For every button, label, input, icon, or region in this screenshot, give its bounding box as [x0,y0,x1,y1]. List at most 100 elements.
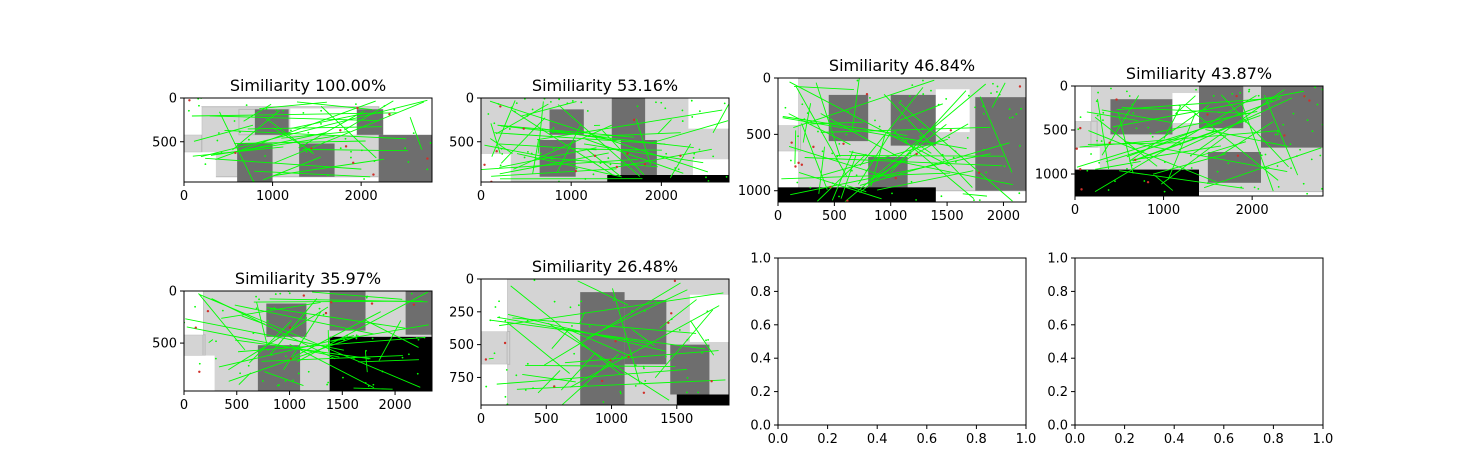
keypoint [643,367,645,370]
keypoint-unmatched [679,154,682,157]
match-line [804,157,1003,167]
floorplan-void-area [607,175,729,182]
keypoint [530,152,533,155]
keypoint-unmatched [1308,99,1311,102]
keypoint [1277,185,1280,188]
x-tick-label: 500 [822,209,847,224]
keypoint [1319,154,1322,157]
keypoint [381,370,384,373]
x-tick-label: 2000 [645,189,678,204]
x-tick-label: 1000 [256,189,289,204]
keypoint-unmatched [1283,134,1286,137]
keypoint [493,122,496,125]
match-line [228,306,329,371]
keypoint [494,306,497,308]
keypoint-unmatched [198,370,201,374]
keypoint [255,295,257,298]
keypoint [204,163,207,166]
keypoint-unmatched [1134,158,1137,162]
keypoint [1270,99,1273,102]
match-line [364,350,368,373]
keypoint [275,109,278,112]
y-tick-label: 500 [152,135,177,150]
keypoint [974,106,977,109]
keypoint [307,131,310,134]
match-line [484,144,556,160]
x-tick-label: 1000 [555,189,588,204]
match-line [801,123,828,190]
keypoint [1135,127,1138,130]
keypoint-unmatched [1206,113,1209,116]
keypoint-unmatched [609,359,612,362]
keypoint [360,149,363,152]
keypoint [247,364,250,367]
keypoint [355,334,358,337]
keypoint [338,353,341,356]
keypoint-unmatched [614,340,617,343]
keypoint [996,91,998,93]
x-tick-label: 0.0 [1065,432,1086,447]
y-tick-label: 250 [449,305,474,320]
keypoint-unmatched [574,169,578,173]
keypoint [523,156,526,159]
y-tick-label: 1000 [1035,168,1068,183]
keypoint [1204,108,1207,111]
keypoint [1306,192,1309,195]
match-line [1220,94,1289,168]
floorplan-room-outline [202,291,432,391]
keypoint [677,168,680,171]
keypoint [1110,87,1112,90]
match-line [1119,170,1244,189]
keypoint [1147,126,1150,129]
y-tick-label: 0.0 [1047,419,1068,434]
keypoint [592,173,595,176]
keypoint-unmatched [503,341,507,345]
keypoint [937,103,940,106]
keypoint-unmatched [600,379,604,383]
keypoint [701,351,703,354]
keypoint [1077,128,1080,131]
match-line [857,133,891,185]
keypoint [966,137,969,139]
x-tick-label: 0.8 [966,432,987,447]
keypoint-unmatched [188,99,191,102]
keypoint [838,195,840,198]
keypoint-unmatched [673,279,677,283]
keypoint [602,401,605,403]
floorplan-empty-area [383,106,432,135]
keypoint [1018,192,1021,195]
keypoint [1274,133,1277,136]
match-line [587,132,681,138]
y-tick-label: 0.2 [750,385,771,400]
match-line [1121,107,1251,115]
keypoint [367,357,369,360]
keypoint [221,309,224,312]
subplot-8: 0.0 0.2 0.4 0.6 0.8 1.0 0.0 0.2 0.4 0.6 0.8 1.0 [1047,252,1333,448]
keypoint [698,148,701,151]
keypoint [1245,120,1247,123]
keypoint [707,338,710,341]
keypoint [1265,167,1268,170]
keypoint [307,370,310,373]
keypoint [1276,165,1279,167]
keypoint [869,96,871,99]
keypoint [1217,111,1220,114]
subplot-title: Similiarity 53.16% [532,76,678,95]
keypoint [371,337,374,340]
match-line [490,138,513,154]
keypoint-unmatched [372,173,375,176]
y-tick-label: 0 [466,273,474,288]
match-line [794,86,854,91]
keypoint [258,298,260,301]
keypoint [532,387,534,390]
axes-frame [777,77,1027,203]
match-line [409,117,423,150]
keypoint [1096,114,1099,117]
keypoint-unmatched [356,106,359,110]
keypoint [1086,169,1089,172]
keypoint [504,319,507,322]
keypoint [499,164,502,167]
x-tick-label: 0.4 [867,432,888,447]
keypoint [1018,145,1021,147]
